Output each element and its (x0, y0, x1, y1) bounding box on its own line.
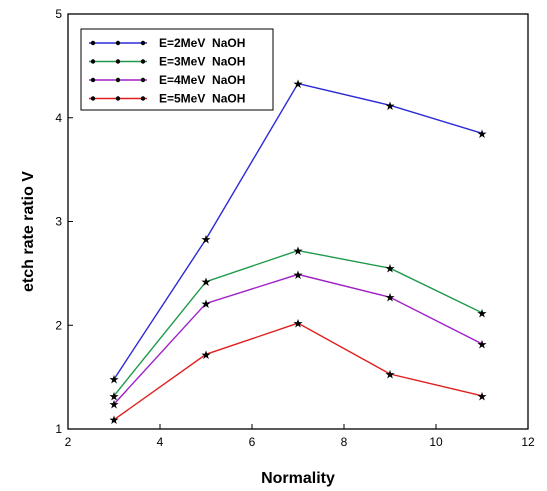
legend-marker (115, 59, 121, 64)
data-point: ★ (477, 389, 488, 403)
legend-marker (90, 40, 96, 46)
data-point: ★ (109, 389, 120, 403)
x-tick-label: 2 (65, 435, 72, 449)
series-1: ★ ★ ★ ★ ★ (109, 77, 488, 387)
legend-marker (140, 96, 146, 101)
legend-item: E=4MeV NaOH (89, 73, 245, 87)
y-axis-title: etch rate ratio V (20, 171, 37, 292)
data-point: ★ (477, 337, 488, 351)
legend-marker (140, 59, 146, 64)
data-point: ★ (201, 297, 212, 311)
data-point: ★ (385, 291, 396, 305)
data-point: ★ (385, 368, 396, 382)
data-point: ★ (201, 348, 212, 362)
y-tick-label: 4 (55, 111, 62, 125)
legend-label: E=5MeV NaOH (159, 92, 245, 106)
legend-item: E=3MeV NaOH (89, 55, 245, 69)
data-point: ★ (109, 373, 120, 387)
series-3: ★★★★★ (109, 268, 488, 412)
legend-marker (115, 77, 121, 83)
series-line (113, 249, 483, 397)
x-tick-label: 8 (341, 435, 348, 449)
series-line (113, 322, 483, 421)
y-tick-label: 1 (55, 422, 62, 436)
data-point: ★ (293, 317, 304, 331)
legend-item: E=2MeV NaOH (89, 36, 245, 50)
data-point: ★ (201, 233, 212, 247)
legend-marker (90, 77, 96, 83)
data-point: ★ (109, 398, 120, 412)
legend-marker (115, 96, 121, 101)
legend-label: E=4MeV NaOH (159, 73, 245, 87)
y-tick-label: 5 (55, 7, 62, 21)
legend-marker (90, 59, 96, 64)
legend-marker (115, 40, 121, 46)
legend-label: E=3MeV NaOH (159, 55, 245, 69)
y-tick-label: 3 (55, 215, 62, 229)
data-point: ★ (109, 413, 120, 427)
series-4: ★★★★★ (109, 317, 488, 427)
data-point: ★ (201, 275, 212, 289)
data-point: ★ (293, 244, 304, 258)
legend-marker (140, 40, 146, 46)
x-tick-label: 12 (521, 435, 535, 449)
data-point: ★ (477, 127, 488, 141)
legend-marker (90, 96, 96, 101)
legend-item: E=5MeV NaOH (89, 92, 245, 106)
x-tick-label: 6 (249, 435, 256, 449)
x-axis-title: Normality (261, 470, 335, 487)
legend-label: E=2MeV NaOH (159, 36, 245, 50)
legend-marker (140, 77, 146, 83)
data-point: ★ (385, 99, 396, 113)
series-line (113, 82, 483, 380)
y-tick-label: 2 (55, 318, 62, 332)
data-point: ★ (477, 306, 488, 320)
legend: E=2MeV NaOH E=3MeV NaOH E=4MeV NaOH E=5MeV … (80, 28, 274, 111)
x-tick-label: 4 (157, 435, 164, 449)
series-2: ★ ★ ★ ★ ★ (109, 244, 488, 403)
data-point: ★ (385, 262, 396, 276)
series-layer: ★★★★★★★★★★★★★★★★★★★★ (109, 77, 488, 427)
series-line (113, 273, 483, 405)
x-tick-label: 10 (429, 435, 443, 449)
data-point: ★ (293, 77, 304, 91)
data-point: ★ (293, 268, 304, 282)
